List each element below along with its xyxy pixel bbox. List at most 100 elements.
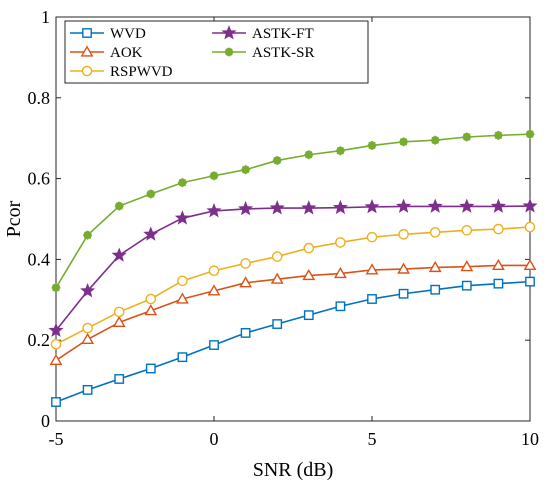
legend-item: ASTK-FT [212,25,314,42]
data-point [112,315,126,328]
y-tick-label: 0.2 [28,330,51,350]
data-point [524,221,536,233]
data-point [82,322,93,334]
data-point [399,137,409,147]
data-point-spoke [147,190,155,198]
data-point [240,258,251,269]
data-point [206,203,222,218]
y-tick-label: 0 [41,411,50,431]
data-point-spoke [83,231,92,239]
data-point-spoke [241,166,250,174]
legend-label: WVD [110,26,146,42]
data-point [145,293,157,305]
data-point [301,200,317,215]
data-point [238,200,254,216]
plot-frame [55,16,531,422]
series-wvd [51,276,535,407]
data-point-spoke [494,131,503,139]
data-point [335,301,346,312]
data-point [525,129,535,139]
data-point [174,210,190,225]
legend-label: ASTK-FT [252,26,314,42]
data-point [82,384,93,395]
data-point [207,284,221,296]
data-point [270,272,284,284]
data-point [490,198,506,213]
data-point [144,304,158,316]
data-point [366,231,378,243]
data-point [493,278,504,289]
data-point [493,130,503,140]
data-point [143,226,159,241]
data-point-spoke [463,133,471,141]
data-point [239,276,253,288]
data-point [367,294,377,304]
legend-swatch-marker [224,47,234,57]
y-tick-label: 0.4 [28,249,51,269]
data-point [430,135,440,145]
data-point [364,198,380,214]
y-tick-label: 0.6 [28,169,51,189]
series-aok [49,258,537,365]
data-point [522,198,538,213]
data-point [49,353,63,365]
legend: WVD AOK RSPWVD ASTK-FT ASTK-SR [64,20,369,84]
data-point [461,225,473,236]
legend-swatch-marker [81,65,93,77]
data-point [48,322,64,337]
data-point [269,200,285,215]
series-line [55,133,531,289]
data-point [303,242,315,254]
data-point-spoke [178,179,187,187]
x-axis-title: SNR (dB) [253,459,334,481]
series-line [55,205,531,331]
legend-item: ASTK-SR [212,45,315,61]
data-point [175,292,189,304]
series-line [55,280,531,403]
data-point [398,229,409,240]
series-line [55,264,530,362]
data-point [430,284,441,295]
legend-swatch-marker-spoke [225,48,233,56]
legend-label: RSPWVD [110,64,173,80]
data-point [396,198,412,213]
series-astk-sr [51,129,535,293]
data-point-spoke [431,136,439,144]
data-point-spoke [210,172,218,180]
x-tick-label: 0 [210,429,219,449]
data-point [50,338,62,350]
data-point [208,265,220,277]
x-tick-label: 5 [368,429,377,449]
data-point [397,262,411,274]
data-point-spoke [52,284,60,292]
data-point [272,319,283,329]
data-point [335,146,345,156]
data-point [146,189,156,199]
data-point [81,332,95,344]
data-point [491,258,505,271]
data-point [302,268,316,281]
legend-swatch-marker [221,25,237,40]
data-point [460,260,474,272]
data-point [367,140,377,150]
data-point [459,198,475,213]
data-point [523,258,537,271]
series-layer [48,129,538,407]
data-point [304,150,314,160]
x-tick-label: 10 [521,429,539,449]
series-line [55,226,531,345]
legend-label: ASTK-SR [252,45,315,61]
data-point [462,132,472,142]
y-tick-label: 1 [41,7,50,27]
data-point [303,310,314,321]
data-point [111,247,127,262]
data-point-spoke [305,151,313,159]
data-point [525,276,535,287]
data-point [272,155,282,165]
data-point-spoke [526,130,534,138]
legend-label: AOK [110,45,143,61]
series-astk-ft [48,198,538,337]
data-point [427,198,443,213]
data-point [493,223,504,235]
